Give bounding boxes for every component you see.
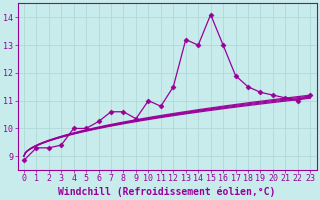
X-axis label: Windchill (Refroidissement éolien,°C): Windchill (Refroidissement éolien,°C) (58, 186, 276, 197)
